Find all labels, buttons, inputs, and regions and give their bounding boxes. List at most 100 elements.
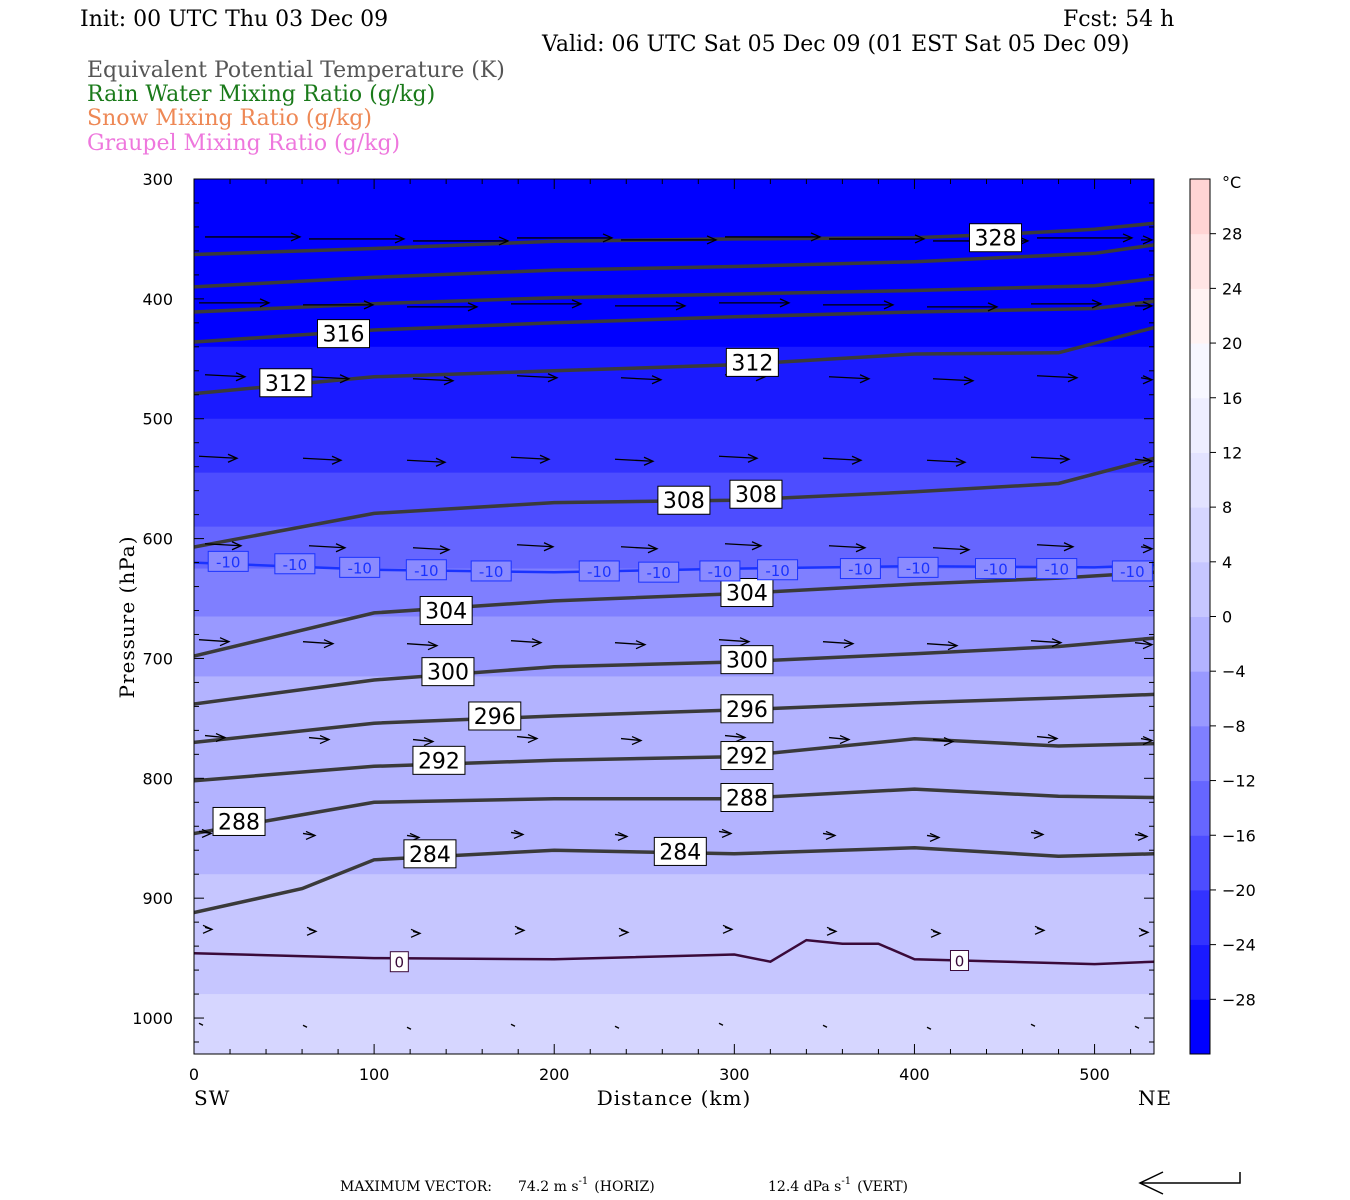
colorbar-swatch <box>1190 343 1210 399</box>
isotherm-label--10: -10 <box>765 562 790 580</box>
wind-vector <box>1138 927 1150 937</box>
wind-vector <box>302 639 335 649</box>
wind-vector <box>621 235 718 245</box>
colorbar-tick-label: −8 <box>1222 717 1246 736</box>
wind-vector-shaft <box>302 1024 308 1028</box>
wind-vector-shaft <box>510 640 542 644</box>
colorbar-swatch <box>1190 616 1210 672</box>
colorbar-swatch <box>1190 780 1210 836</box>
theta-e-contour-284 <box>194 846 1154 915</box>
wind-vector-shaft <box>926 1026 932 1030</box>
wind-vector-head <box>305 830 317 841</box>
isotherm-label--10: -10 <box>347 559 372 577</box>
wind-vector <box>620 544 659 554</box>
wind-vector-shaft <box>412 378 454 382</box>
wind-vector <box>516 542 555 552</box>
theta-e-contour-320 <box>194 276 1154 314</box>
wind-vector-shaft <box>1036 735 1058 740</box>
wind-vector <box>199 298 271 308</box>
wind-vector-head <box>739 637 751 647</box>
isotherm-label-box <box>975 558 1017 580</box>
contour-label-284: 284 <box>659 840 701 865</box>
x-end-label-right: NE <box>1138 1086 1172 1110</box>
wind-vector <box>1134 1025 1140 1029</box>
contour-label-288: 288 <box>218 810 260 835</box>
wind-vector <box>510 454 551 464</box>
wind-vector-head <box>335 543 347 553</box>
wind-vector-shaft <box>724 543 762 547</box>
wind-vector <box>1030 829 1045 840</box>
wind-vector-head <box>602 233 614 243</box>
contour-label-300: 300 <box>427 661 469 686</box>
wind-vector-head <box>1142 456 1154 466</box>
wind-vector <box>303 300 375 310</box>
isotherm-label--10: -10 <box>414 562 439 580</box>
wind-vector <box>926 1026 932 1030</box>
wind-vector-head <box>339 374 351 384</box>
isotherm-label-box <box>207 550 249 572</box>
colorbar-tick-label: −24 <box>1222 936 1256 955</box>
x-tick-label: 0 <box>189 1065 199 1084</box>
isotherm-label--10: -10 <box>983 561 1008 579</box>
wind-vector <box>510 829 525 840</box>
wind-vector-shaft <box>614 642 646 646</box>
colorbar-swatch <box>1190 889 1210 946</box>
wind-vector <box>1140 735 1154 746</box>
y-tick-label: 400 <box>142 290 173 309</box>
isotherm-label-box <box>470 560 512 582</box>
isotherm-label-0: 0 <box>955 953 965 971</box>
isotherm-0 <box>194 938 1154 966</box>
wind-vector <box>930 928 942 938</box>
colorbar-tick-label: −4 <box>1222 662 1246 681</box>
isotherm-label-box <box>274 553 316 575</box>
wind-vector-shaft <box>1134 642 1153 646</box>
wind-vector <box>724 541 763 551</box>
wind-vector-head <box>410 928 422 938</box>
wind-vector-head <box>859 374 871 384</box>
x-tick-label: 300 <box>719 1065 750 1084</box>
wind-vector-head <box>571 299 583 309</box>
colorbar-tick-label: 0 <box>1222 608 1232 627</box>
wind-vector-shaft <box>718 639 750 643</box>
wind-vector-shaft <box>302 457 342 461</box>
wind-vector <box>309 234 406 244</box>
isotherm-label-box <box>839 558 881 580</box>
isotherm-label--10: -10 <box>283 556 308 574</box>
wind-vector-head <box>219 637 231 647</box>
colorbar-swatch <box>1190 835 1210 891</box>
wind-vector <box>1134 640 1154 650</box>
wind-vector <box>725 232 822 242</box>
wind-vector-head <box>443 376 455 386</box>
wind-vector-shaft <box>828 736 850 741</box>
wind-vector <box>615 301 687 311</box>
wind-vectors <box>198 232 1154 1030</box>
isotherm-label--10: -10 <box>906 559 931 577</box>
temperature-colorbar: 28 24 20 16 12 8 4 0 −4 −8 −12 −16 −20 −24 −28 <box>1189 178 1256 1055</box>
colorbar-tick-label: −28 <box>1222 990 1256 1009</box>
wind-vector <box>724 732 747 743</box>
wind-vector <box>205 232 302 242</box>
wind-vector <box>828 734 851 745</box>
wind-vector-head <box>539 454 551 464</box>
contour-label-288: 288 <box>726 786 768 811</box>
wind-vector <box>614 1025 620 1029</box>
wind-vector <box>1135 301 1154 311</box>
wind-vector-head <box>675 301 687 311</box>
wind-vector-head <box>1142 375 1154 385</box>
wind-vector-shaft <box>932 378 974 382</box>
contour-label-box <box>403 839 457 869</box>
wind-vector-shaft <box>204 734 226 739</box>
x-axis-label: Distance (km) <box>597 1086 752 1110</box>
wind-vector-head <box>202 924 214 934</box>
contour-label-box <box>725 347 779 377</box>
wind-vector <box>198 453 239 463</box>
contour-label-300: 300 <box>726 649 768 674</box>
wind-vector-shaft <box>412 738 434 743</box>
wind-vector-shaft <box>302 641 334 645</box>
wind-vector-head <box>955 457 967 467</box>
wind-vector-head <box>1047 733 1059 744</box>
wind-vector <box>932 376 975 386</box>
contour-label-box <box>412 745 466 775</box>
